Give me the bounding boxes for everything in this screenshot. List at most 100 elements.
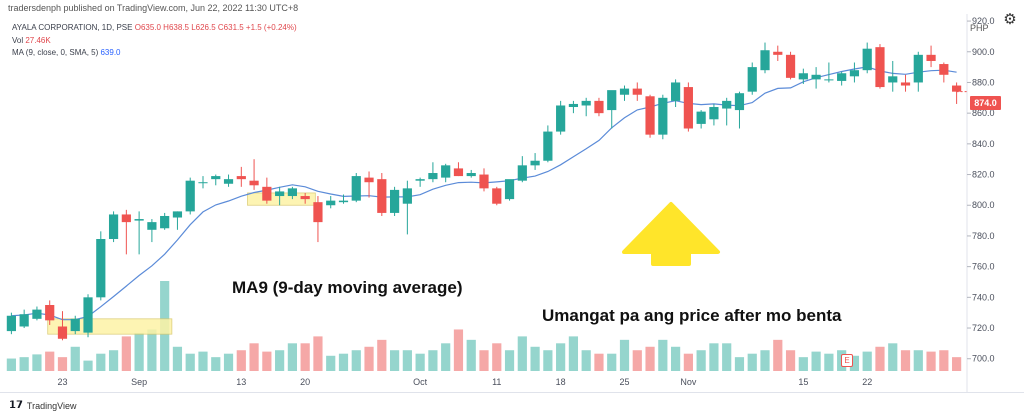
candle-body bbox=[952, 85, 962, 92]
ma-label: MA (9, close, 0, SMA, 5) bbox=[12, 48, 99, 57]
ma-value: 639.0 bbox=[100, 48, 121, 57]
candle-body bbox=[773, 51, 783, 55]
volume-bar bbox=[632, 350, 642, 371]
volume-bar bbox=[747, 353, 757, 371]
volume-bar bbox=[326, 355, 336, 371]
candle-body bbox=[32, 309, 42, 319]
symbol-legend: AYALA CORPORATION, 1D, PSE O635.0 H638.5… bbox=[12, 23, 297, 32]
tradingview-brand[interactable]: 𝟭𝟳 TradingView bbox=[9, 400, 76, 411]
volume-bar bbox=[45, 351, 55, 371]
candle-body bbox=[504, 179, 515, 200]
candle-body bbox=[147, 222, 157, 230]
y-tick-label: 700.0 bbox=[972, 354, 995, 364]
candle-body bbox=[70, 318, 80, 332]
volume-bar bbox=[262, 351, 272, 371]
volume-bar bbox=[479, 350, 489, 371]
volume-bar bbox=[121, 336, 131, 371]
candle-body bbox=[722, 100, 732, 109]
volume-bar bbox=[223, 353, 234, 371]
volume-bar bbox=[275, 350, 285, 371]
volume-bar bbox=[913, 350, 923, 371]
volume-bar bbox=[313, 336, 323, 371]
candle-body bbox=[785, 54, 796, 78]
y-tick-label: 840.0 bbox=[972, 139, 995, 149]
volume-bar bbox=[581, 350, 591, 371]
volume-bar bbox=[517, 336, 527, 371]
volume-bar bbox=[172, 346, 183, 371]
volume-bar bbox=[402, 350, 412, 371]
candle-body bbox=[287, 188, 297, 197]
candle-body bbox=[875, 47, 885, 88]
candle-body bbox=[824, 79, 834, 81]
volume-bar bbox=[722, 343, 732, 371]
symbol-label: AYALA CORPORATION, 1D, PSE bbox=[12, 23, 133, 32]
volume-bar bbox=[607, 353, 617, 371]
candle-body bbox=[619, 88, 630, 95]
volume-bar bbox=[594, 353, 604, 371]
volume-bar bbox=[492, 343, 502, 371]
volume-bar bbox=[824, 353, 834, 371]
published-line: tradersdenph published on TradingView.co… bbox=[8, 3, 299, 13]
candle-body bbox=[57, 326, 68, 339]
candle-body bbox=[811, 74, 821, 80]
volume-bar bbox=[96, 353, 106, 371]
candle-body bbox=[160, 215, 170, 229]
y-tick-label: 740.0 bbox=[972, 292, 995, 302]
candle-body bbox=[671, 82, 681, 101]
volume-bar bbox=[568, 336, 579, 371]
candle-body bbox=[798, 73, 808, 80]
candle-body bbox=[709, 107, 719, 120]
candle-body bbox=[275, 191, 285, 197]
candle-body bbox=[441, 165, 451, 178]
y-tick-label: 780.0 bbox=[972, 231, 995, 241]
candle-body bbox=[19, 314, 29, 327]
candle-body bbox=[837, 73, 847, 81]
volume-bar bbox=[19, 357, 29, 371]
volume-bar bbox=[300, 343, 310, 371]
volume-bar bbox=[543, 350, 553, 371]
settings-icon[interactable]: ⚙ bbox=[1003, 11, 1017, 28]
volume-bar bbox=[249, 343, 259, 371]
candle-body bbox=[556, 105, 566, 132]
volume-bar bbox=[875, 346, 885, 371]
volume-bar bbox=[389, 350, 400, 371]
candle-body bbox=[492, 188, 502, 204]
candle-body bbox=[568, 103, 579, 108]
candle-body bbox=[415, 179, 425, 181]
footer-bar bbox=[0, 392, 1024, 420]
y-tick-label: 800.0 bbox=[972, 200, 995, 210]
candle-body bbox=[45, 305, 55, 321]
volume-bar bbox=[198, 351, 208, 371]
candle-body bbox=[900, 82, 911, 86]
candle-body bbox=[134, 219, 144, 221]
candle-body bbox=[313, 202, 323, 223]
candle-body bbox=[377, 179, 387, 213]
earnings-marker-icon[interactable]: E bbox=[841, 354, 853, 367]
volume-bar bbox=[185, 353, 195, 371]
volume-bar bbox=[658, 339, 668, 371]
candle-body bbox=[121, 214, 131, 223]
candle-body bbox=[223, 179, 234, 184]
volume-bar bbox=[926, 351, 936, 371]
volume-bar bbox=[211, 357, 221, 371]
volume-bar bbox=[504, 350, 515, 371]
volume-bar bbox=[849, 355, 860, 371]
volume-bar bbox=[364, 346, 374, 371]
candle-body bbox=[6, 315, 16, 332]
candle-body bbox=[198, 182, 208, 184]
candle-body bbox=[939, 64, 949, 75]
volume-bar bbox=[773, 339, 783, 371]
volume-bar bbox=[671, 346, 681, 371]
volume-label: Vol bbox=[12, 36, 24, 45]
candle-body bbox=[543, 131, 553, 161]
price-annotation: Umangat pa ang price after mo benta bbox=[542, 306, 842, 325]
y-tick-label: 900.0 bbox=[972, 47, 995, 57]
candle-body bbox=[300, 196, 310, 200]
x-tick-label: 25 bbox=[619, 377, 629, 387]
candle-body bbox=[172, 211, 183, 218]
volume-bar bbox=[236, 350, 246, 371]
candle-body bbox=[364, 177, 374, 183]
candle-body bbox=[517, 165, 527, 181]
brand-label: TradingView bbox=[26, 400, 77, 411]
